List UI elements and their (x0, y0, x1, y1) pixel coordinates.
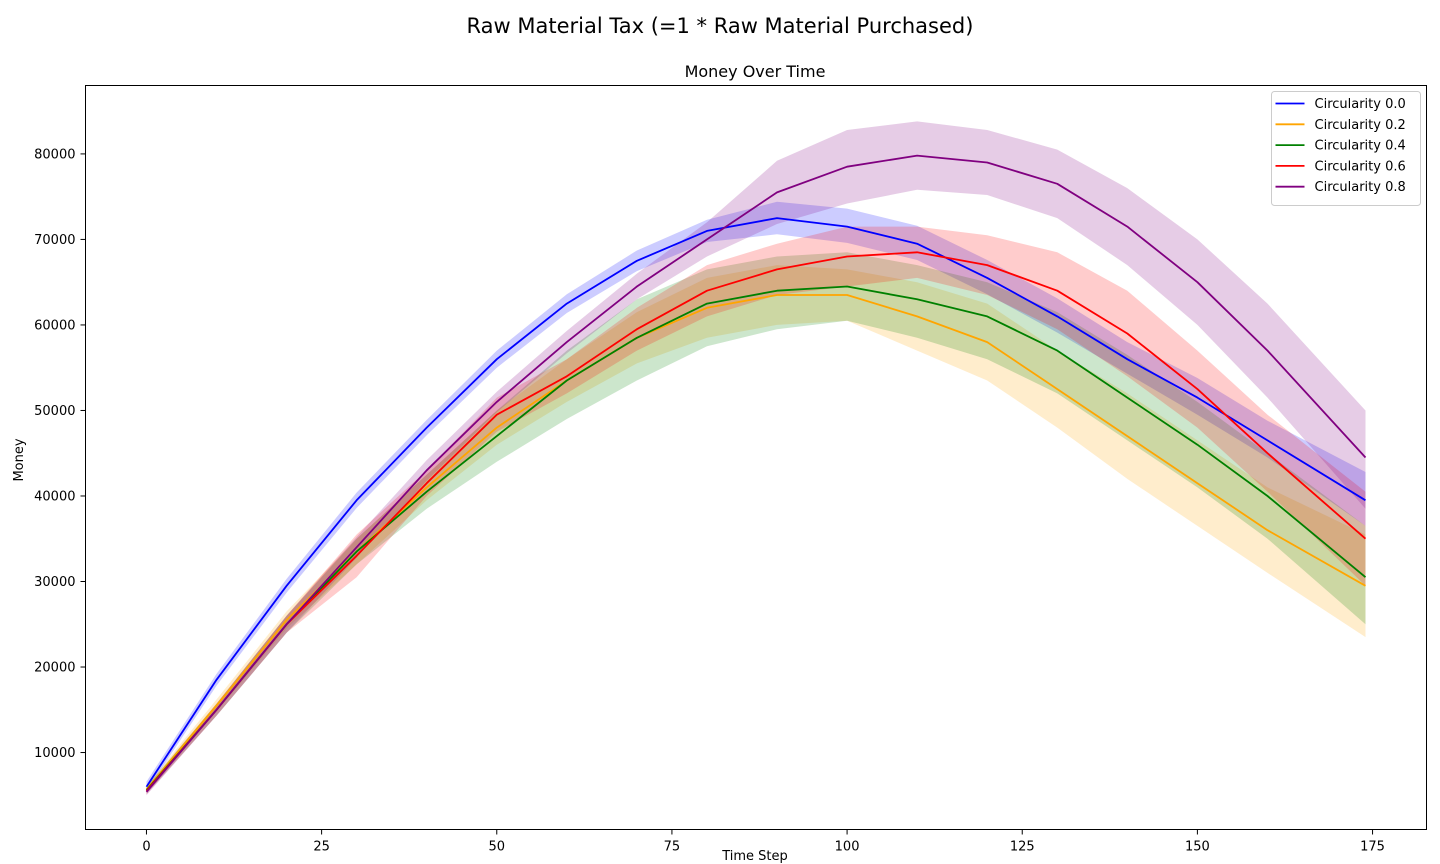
legend-label-circularity-0-2: Circularity 0.2 (1315, 118, 1406, 133)
circularity-0-4-line (145, 285, 1367, 791)
circularity-0-2-band (146, 265, 1366, 793)
y-tick-label: 20000 (34, 661, 75, 676)
legend-label-circularity-0-6: Circularity 0.6 (1315, 159, 1406, 174)
circularity-0-8-line (145, 154, 1367, 793)
y-tick-label: 50000 (34, 404, 75, 419)
x-tick-label: 175 (1360, 840, 1385, 855)
y-tick-label: 70000 (34, 233, 75, 248)
circularity-0-0-line (145, 217, 1366, 788)
chart-title: Money Over Time (685, 62, 826, 81)
circularity-0-4-band (146, 252, 1366, 794)
circularity-0-6-line (145, 251, 1367, 792)
x-tick-label: 0 (142, 840, 150, 855)
y-tick-label: 80000 (34, 147, 75, 162)
figure-suptitle: Raw Material Tax (=1 * Raw Material Purc… (467, 14, 974, 38)
x-tick-label: 100 (835, 840, 860, 855)
x-axis: 0 25 50 75 100 125 150 175 (142, 829, 1385, 855)
legend: Circularity 0.0 Circularity 0.2 Circularit… (1271, 91, 1421, 206)
x-axis-label: Time Step (721, 849, 788, 864)
series-lines (145, 154, 1367, 793)
legend-label-circularity-0-4: Circularity 0.4 (1315, 139, 1406, 154)
plot-frame (85, 85, 1427, 830)
y-axis: 10000 20000 30000 40000 50000 60000 70000 80000 (34, 147, 86, 761)
legend-box (1271, 91, 1421, 206)
y-tick-label: 40000 (34, 489, 75, 504)
legend-label-circularity-0-0: Circularity 0.0 (1315, 97, 1406, 112)
y-tick-label: 60000 (34, 318, 75, 333)
x-tick-label: 150 (1185, 840, 1210, 855)
x-tick-label: 75 (664, 840, 681, 855)
y-axis-label: Money (12, 438, 27, 481)
legend-label-circularity-0-8: Circularity 0.8 (1315, 180, 1406, 195)
y-tick-label: 30000 (34, 575, 75, 590)
x-tick-label: 50 (488, 840, 505, 855)
x-tick-label: 25 (313, 840, 330, 855)
x-tick-label: 125 (1010, 840, 1035, 855)
y-tick-label: 10000 (34, 746, 75, 761)
